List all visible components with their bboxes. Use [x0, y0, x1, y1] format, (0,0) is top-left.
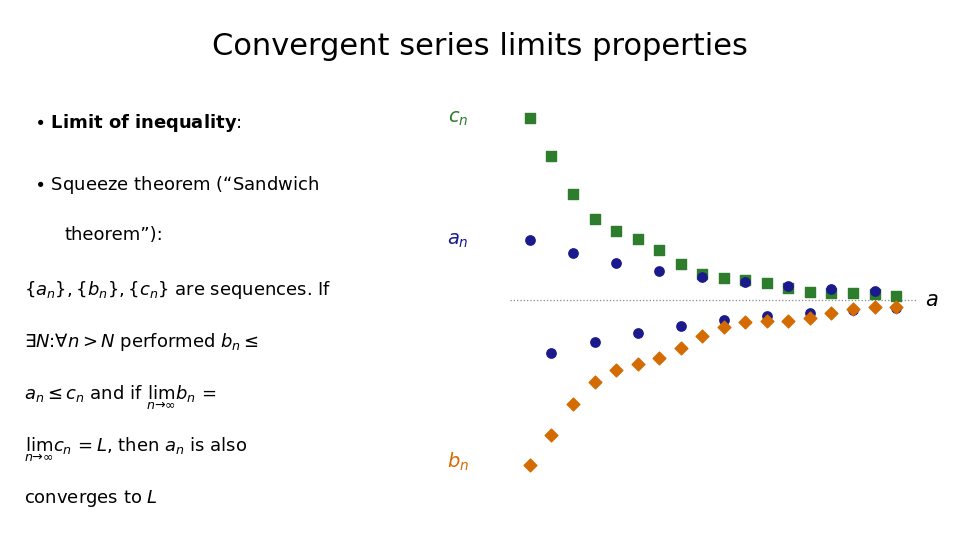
Text: Convergent series limits properties: Convergent series limits properties [212, 32, 748, 62]
Text: $\{a_n\}, \{b_n\}, \{c_n\}$ are sequences. If: $\{a_n\}, \{b_n\}, \{c_n\}$ are sequence… [24, 279, 331, 301]
Point [543, 152, 559, 160]
Point [652, 246, 667, 255]
Point [803, 308, 818, 317]
Point [803, 313, 818, 322]
Point [652, 267, 667, 275]
Point [803, 287, 818, 296]
Point [867, 287, 882, 296]
Point [759, 312, 775, 320]
Point [737, 278, 753, 286]
Point [652, 354, 667, 362]
Text: $b_n$: $b_n$ [446, 450, 468, 472]
Point [780, 284, 796, 292]
Point [522, 236, 538, 245]
Point [759, 279, 775, 287]
Point [737, 318, 753, 326]
Point [716, 316, 732, 325]
Text: $a$: $a$ [924, 290, 938, 310]
Point [673, 260, 688, 268]
Point [522, 114, 538, 123]
Point [543, 430, 559, 439]
Point [694, 270, 709, 279]
Point [587, 215, 602, 224]
Text: $\bullet$ Squeeze theorem (“Sandwich: $\bullet$ Squeeze theorem (“Sandwich [34, 174, 319, 196]
Point [630, 360, 645, 368]
Text: $\exists N\colon \forall n > N$ performed $b_n \leq$: $\exists N\colon \forall n > N$ performe… [24, 331, 259, 353]
Point [565, 400, 581, 409]
Text: $a_n \leq c_n$ and if $\lim_{n\to\infty} b_n =$: $a_n \leq c_n$ and if $\lim_{n\to\infty}… [24, 383, 217, 411]
Point [824, 289, 839, 298]
Point [543, 349, 559, 357]
Point [716, 322, 732, 331]
Point [846, 305, 861, 313]
Text: converges to $L$: converges to $L$ [24, 488, 157, 509]
Point [565, 190, 581, 198]
Text: $\lim_{n\to\infty} c_n = L$, then $a_n$ is also: $\lim_{n\to\infty} c_n = L$, then $a_n$ … [24, 435, 248, 464]
Point [565, 249, 581, 258]
Point [522, 461, 538, 469]
Point [780, 282, 796, 291]
Point [609, 259, 624, 267]
Point [846, 306, 861, 314]
Point [694, 273, 709, 281]
Point [587, 377, 602, 386]
Point [630, 234, 645, 243]
Point [673, 344, 688, 353]
Text: $\bullet$ $\mathbf{Limit\ of\ inequality}$:: $\bullet$ $\mathbf{Limit\ of\ inequality… [34, 112, 241, 134]
Point [609, 227, 624, 235]
Point [737, 275, 753, 284]
Point [716, 274, 732, 282]
Point [846, 289, 861, 298]
Point [888, 292, 903, 300]
Point [609, 366, 624, 374]
Point [824, 285, 839, 293]
Point [867, 302, 882, 311]
Text: theorem”):: theorem”): [65, 226, 163, 245]
Point [587, 338, 602, 346]
Point [694, 332, 709, 341]
Text: $c_n$: $c_n$ [448, 109, 468, 127]
Text: $a_n$: $a_n$ [447, 231, 468, 250]
Point [759, 317, 775, 326]
Point [673, 322, 688, 330]
Point [888, 303, 903, 312]
Point [867, 289, 882, 298]
Point [888, 302, 903, 311]
Point [780, 316, 796, 325]
Point [630, 329, 645, 338]
Point [824, 309, 839, 318]
